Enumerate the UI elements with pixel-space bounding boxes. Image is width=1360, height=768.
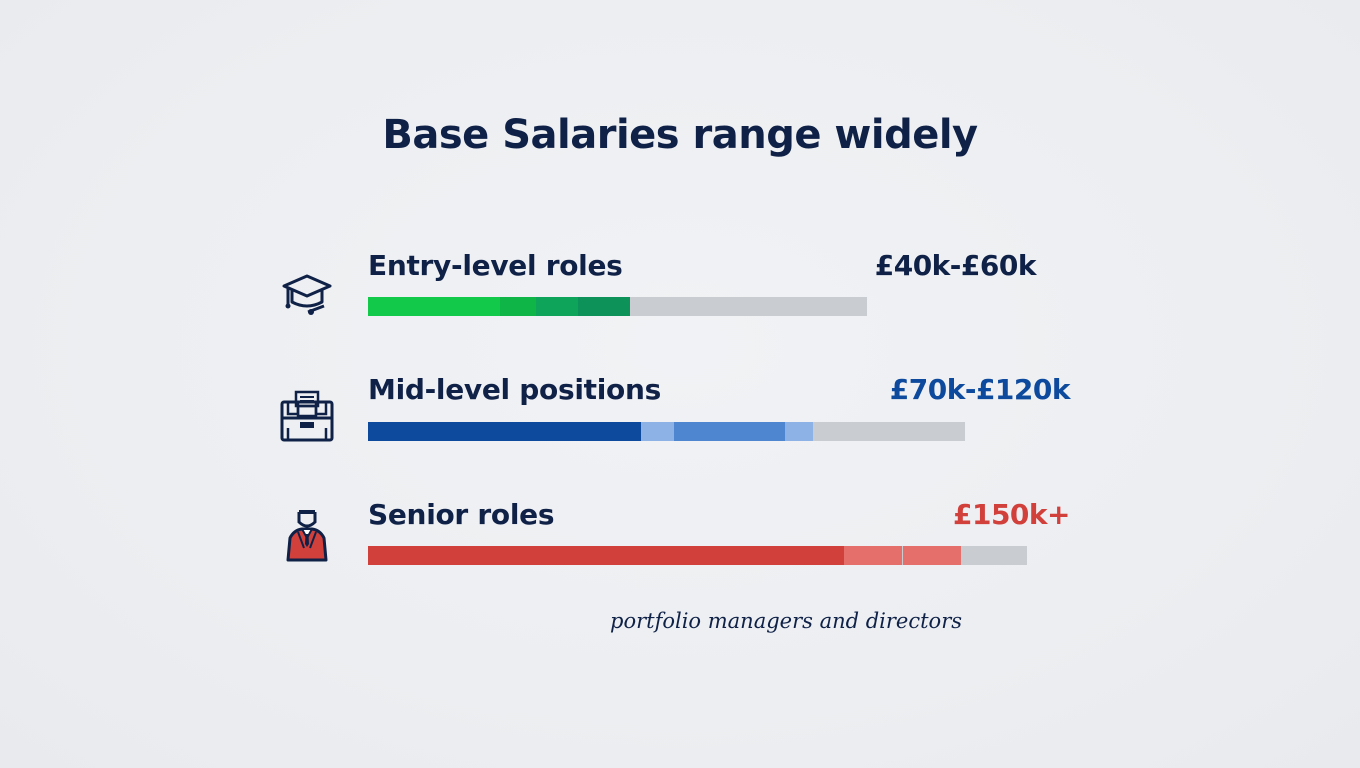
senior-roles-note: portfolio managers and directors xyxy=(610,609,963,633)
salary-bar-segment xyxy=(903,546,961,565)
row-label: Senior roles xyxy=(368,498,555,531)
row-label: Mid-level positions xyxy=(368,373,661,406)
row-value: £70k-£120k xyxy=(889,373,1071,406)
salary-bar-track xyxy=(368,297,867,316)
salary-bar-segment xyxy=(368,422,641,441)
row-label: Entry-level roles xyxy=(368,249,623,282)
salary-bar-track xyxy=(368,546,1027,565)
salary-row-senior: Senior roles £150k+ xyxy=(0,0,1360,565)
graduation-cap-icon xyxy=(278,264,336,322)
salary-bar-segment xyxy=(500,297,536,316)
row-value: £40k-£60k xyxy=(874,249,1037,282)
salary-bar-segment xyxy=(368,297,500,316)
salary-bar-segment xyxy=(641,422,674,441)
salary-bar-track xyxy=(368,422,965,441)
salary-bar-segment xyxy=(536,297,578,316)
salary-bar-segment xyxy=(368,546,844,565)
row-value: £150k+ xyxy=(952,498,1071,531)
office-desk-icon xyxy=(278,388,336,446)
chart-title: Base Salaries range widely xyxy=(382,112,978,158)
salary-row-entry-level: Entry-level roles £40k-£60k xyxy=(0,0,1360,316)
executive-person-icon xyxy=(278,504,336,562)
salary-bar-segment xyxy=(785,422,813,441)
salary-bar-segment xyxy=(674,422,785,441)
salary-row-mid-level: Mid-level positions £70k-£120k xyxy=(0,0,1360,442)
salary-bar-segment xyxy=(844,546,902,565)
salary-bar-segment xyxy=(578,297,630,316)
